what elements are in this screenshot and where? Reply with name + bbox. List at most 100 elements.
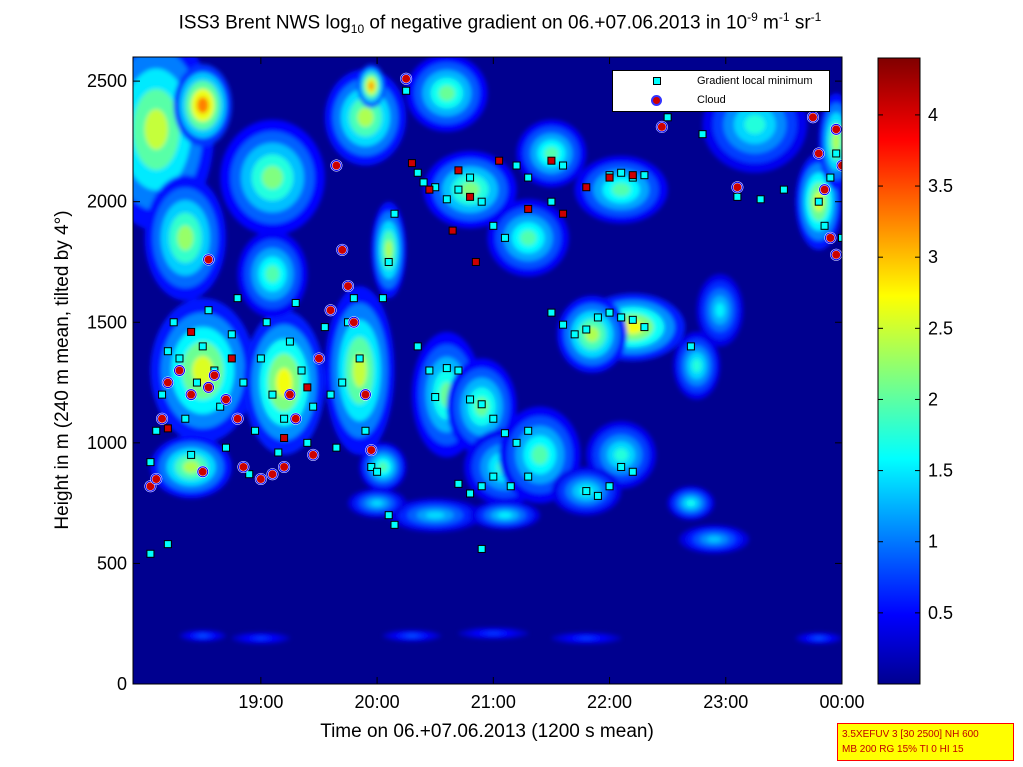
x-tick-label: 22:00 (587, 692, 632, 712)
heat-contour (144, 109, 168, 150)
heat-contour (371, 500, 383, 507)
gradient-minimum-point (239, 378, 248, 387)
cloud-point-ring (197, 466, 209, 478)
x-tick-label: 20:00 (355, 692, 400, 712)
gradient-minimum-point (233, 294, 242, 303)
cloud-point-ring (400, 73, 412, 85)
gradient-minimum-point (512, 161, 521, 170)
legend-label-gradient: Gradient local minimum (697, 75, 813, 87)
cloud-point-ring (359, 389, 371, 401)
cloud-point-ring (284, 389, 296, 401)
heat-contour (177, 225, 194, 251)
cloud-point-ring (266, 468, 278, 480)
legend-row-cloud: Cloud (613, 93, 829, 109)
cloud-top-point (187, 327, 196, 336)
cloud-point-ring (830, 249, 842, 261)
heat-region-6 (406, 57, 488, 132)
gradient-minimum-point (169, 318, 178, 327)
gradient-minimum-point (204, 306, 213, 315)
heat-contour (622, 320, 644, 334)
square-marker-icon (653, 77, 661, 85)
title-part3: m (757, 12, 779, 34)
gradient-minimum-point (506, 482, 515, 491)
gradient-minimum-point (454, 479, 463, 488)
title-sup-exp: -9 (747, 10, 758, 24)
gradient-minimum-point (349, 294, 358, 303)
gradient-minimum-point (297, 366, 306, 375)
gradient-minimum-point (832, 149, 841, 158)
cloud-point-ring (278, 461, 290, 473)
heat-region-30 (679, 524, 750, 554)
gradient-minimum-point (291, 298, 300, 307)
title-sup-sr: -1 (810, 10, 822, 24)
cloud-point-ring (313, 352, 325, 364)
cloud-point-ring (307, 449, 319, 461)
gradient-minimum-point (245, 470, 254, 479)
marker-layer (144, 72, 842, 558)
gradient-minimum-point (390, 520, 399, 529)
cloud-top-point (605, 173, 614, 182)
heat-contour (497, 512, 512, 519)
gradient-minimum-point (303, 438, 312, 447)
gradient-minimum-point (477, 197, 486, 206)
heat-contour (182, 460, 200, 474)
x-tick-label: 19:00 (238, 692, 283, 712)
info-box: 3.5XEFUV 3 [30 2500] NH 600 MB 200 RG 15… (837, 723, 1014, 761)
heat-region-17 (487, 199, 569, 277)
gradient-minimum-point (605, 482, 614, 491)
gradient-minimum-point (158, 390, 167, 399)
gradient-minimum-point (373, 467, 382, 476)
cloud-point-ring (819, 184, 831, 196)
heat-region-3 (220, 119, 325, 236)
heat-contour (368, 81, 375, 91)
gradient-minimum-point (466, 173, 475, 182)
gradient-minimum-point (152, 426, 161, 435)
gradient-minimum-point (814, 197, 823, 206)
gradient-minimum-point (384, 511, 393, 520)
cloud-point-ring (162, 377, 174, 389)
title-part4: sr (789, 12, 811, 34)
gradient-minimum-point (442, 364, 451, 373)
y-tick-label: 2500 (87, 71, 127, 91)
cloud-point-ring (156, 413, 168, 425)
colorbar (877, 57, 921, 685)
gradient-minimum-point (733, 192, 742, 201)
cloud-point-ring (807, 111, 819, 123)
gradient-minimum-point (163, 540, 172, 549)
gradient-minimum-point (524, 173, 533, 182)
cloud-point-ring (830, 123, 842, 135)
cloud-point-ring (237, 461, 249, 473)
gradient-minimum-point (756, 195, 765, 204)
gradient-minimum-point (838, 233, 842, 242)
cloud-top-point (471, 257, 480, 266)
gradient-minimum-point (402, 86, 411, 95)
heat-contour (357, 107, 374, 127)
gradient-minimum-point (512, 438, 521, 447)
heat-region-1 (173, 64, 232, 147)
gradient-minimum-point (582, 487, 591, 496)
gradient-minimum-point (524, 472, 533, 481)
gradient-minimum-point (466, 489, 475, 498)
cloud-top-point (495, 156, 504, 165)
heat-region-21 (557, 295, 627, 373)
gradient-minimum-point (617, 313, 626, 322)
cloud-top-point (448, 226, 457, 235)
gradient-minimum-point (605, 308, 614, 317)
cloud-top-point (280, 434, 289, 443)
cloud-point-ring (336, 244, 348, 256)
circle-marker-icon (651, 95, 662, 106)
heat-region-19 (574, 155, 668, 224)
heat-contour (707, 536, 722, 543)
cloud-point-ring (824, 232, 836, 244)
colorbar-axis: 0.5 1 1.5 2 2.5 3 3.5 4 (878, 105, 953, 623)
gradient-minimum-point (413, 342, 422, 351)
colorbar-tick-label: 4 (928, 105, 938, 125)
gradient-minimum-point (442, 195, 451, 204)
gradient-minimum-point (221, 443, 230, 452)
gradient-minimum-point (820, 221, 829, 230)
cloud-top-point (524, 204, 533, 213)
gradient-minimum-point (384, 257, 393, 266)
x-tick-label: 21:00 (471, 692, 516, 712)
gradient-minimum-point (280, 414, 289, 423)
